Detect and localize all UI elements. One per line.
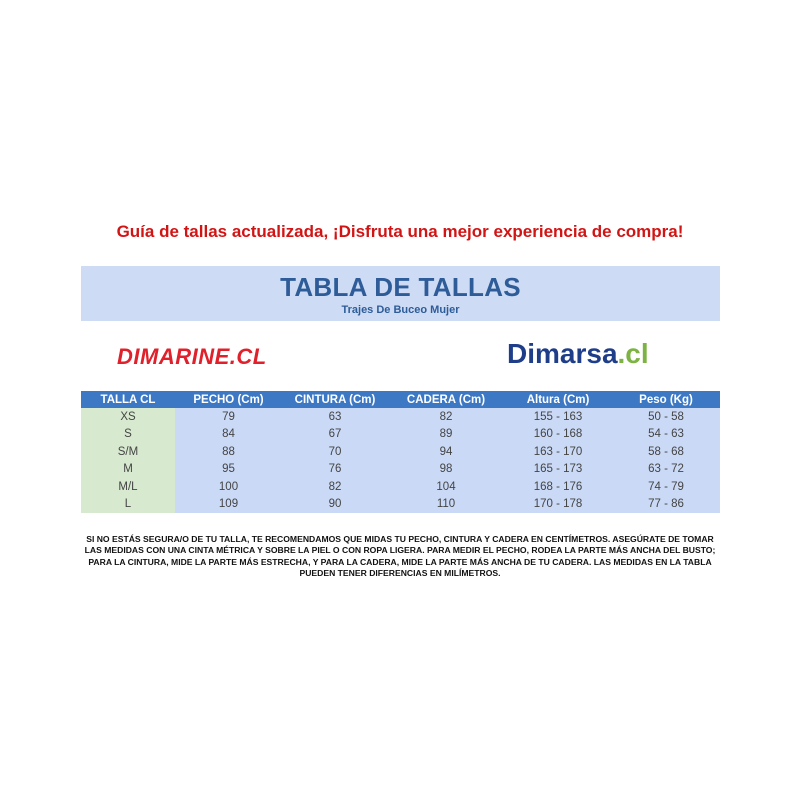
value-cell: 76	[282, 460, 388, 478]
dimarsa-logo-suffix: .cl	[617, 338, 649, 369]
dimarine-logo: DIMARINE.CL	[117, 344, 267, 369]
value-cell: 50 - 58	[612, 408, 720, 426]
table-row: M/L 100 82 104 168 - 176 74 - 79	[81, 478, 720, 496]
value-cell: 110	[388, 495, 504, 513]
size-table: TALLA CL PECHO (Cm) CINTURA (Cm) CADERA (Cm…	[81, 391, 720, 513]
dimarsa-logo-main: Dimarsa	[507, 338, 618, 369]
value-cell: 160 - 168	[504, 425, 612, 443]
value-cell: 155 - 163	[504, 408, 612, 426]
value-cell: 63 - 72	[612, 460, 720, 478]
value-cell: 163 - 170	[504, 443, 612, 461]
value-cell: 77 - 86	[612, 495, 720, 513]
value-cell: 63	[282, 408, 388, 426]
size-cell: L	[81, 495, 175, 513]
table-row: S 84 67 89 160 - 168 54 - 63	[81, 425, 720, 443]
dimarsa-logo: Dimarsa.cl	[507, 338, 649, 370]
value-cell: 94	[388, 443, 504, 461]
value-cell: 90	[282, 495, 388, 513]
table-row: L 109 90 110 170 - 178 77 - 86	[81, 495, 720, 513]
table-row: XS 79 63 82 155 - 163 50 - 58	[81, 408, 720, 426]
value-cell: 100	[175, 478, 282, 496]
value-cell: 89	[388, 425, 504, 443]
column-header: PECHO (Cm)	[175, 391, 282, 408]
column-header: CINTURA (Cm)	[282, 391, 388, 408]
headline: Guía de tallas actualizada, ¡Disfruta un…	[116, 222, 684, 241]
value-cell: 67	[282, 425, 388, 443]
value-cell: 95	[175, 460, 282, 478]
page-title: TABLA DE TALLAS	[280, 272, 521, 302]
value-cell: 168 - 176	[504, 478, 612, 496]
page-subtitle: Trajes De Buceo Mujer	[341, 304, 460, 316]
value-cell: 74 - 79	[612, 478, 720, 496]
value-cell: 88	[175, 443, 282, 461]
value-cell: 58 - 68	[612, 443, 720, 461]
column-header: CADERA (Cm)	[388, 391, 504, 408]
column-header: TALLA CL	[81, 391, 175, 408]
value-cell: 98	[388, 460, 504, 478]
size-cell: M/L	[81, 478, 175, 496]
value-cell: 79	[175, 408, 282, 426]
size-cell: M	[81, 460, 175, 478]
size-cell: S	[81, 425, 175, 443]
value-cell: 165 - 173	[504, 460, 612, 478]
value-cell: 54 - 63	[612, 425, 720, 443]
measurement-note: SI NO ESTÁS SEGURA/O DE TU TALLA, TE REC…	[84, 534, 716, 579]
size-cell: S/M	[81, 443, 175, 461]
value-cell: 70	[282, 443, 388, 461]
value-cell: 82	[388, 408, 504, 426]
table-header-row: TALLA CL PECHO (Cm) CINTURA (Cm) CADERA (Cm…	[81, 391, 720, 408]
value-cell: 104	[388, 478, 504, 496]
value-cell: 82	[282, 478, 388, 496]
column-header: Altura (Cm)	[504, 391, 612, 408]
value-cell: 170 - 178	[504, 495, 612, 513]
table-row: S/M 88 70 94 163 - 170 58 - 68	[81, 443, 720, 461]
value-cell: 84	[175, 425, 282, 443]
value-cell: 109	[175, 495, 282, 513]
title-band: TABLA DE TALLAS Trajes De Buceo Mujer	[81, 266, 720, 321]
table-row: M 95 76 98 165 - 173 63 - 72	[81, 460, 720, 478]
size-cell: XS	[81, 408, 175, 426]
column-header: Peso (Kg)	[612, 391, 720, 408]
